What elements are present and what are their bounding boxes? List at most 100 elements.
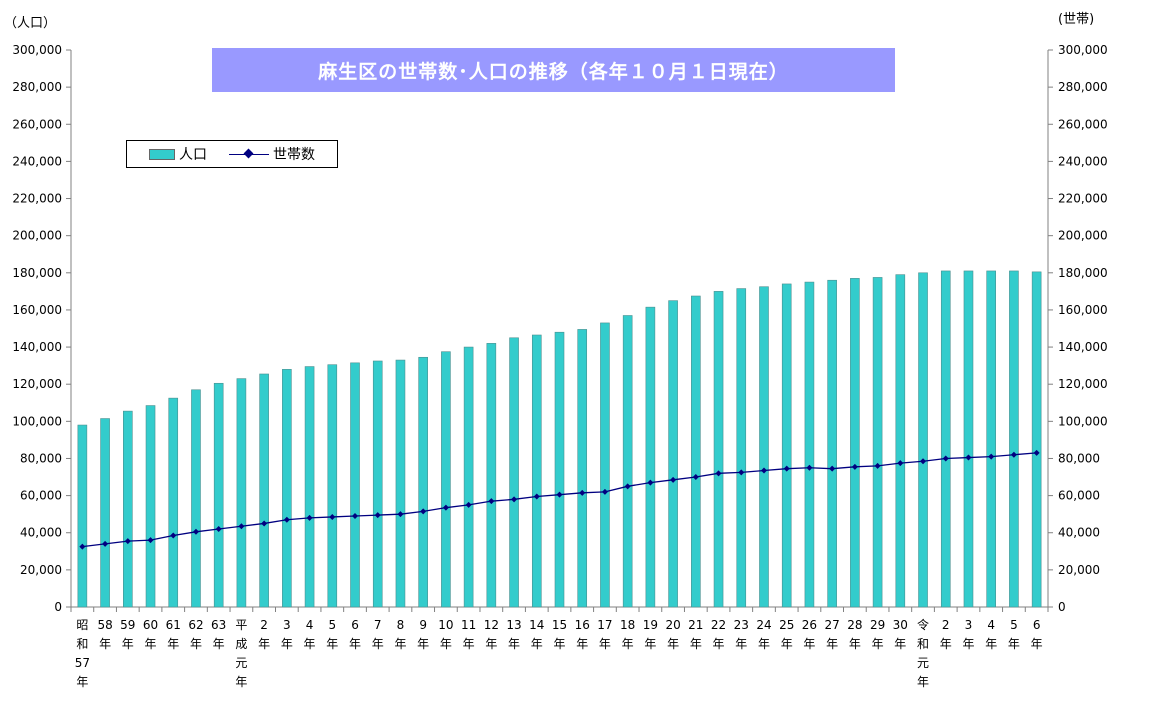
x-tick-label: 年: [872, 637, 884, 651]
population-bar: [259, 373, 269, 608]
x-tick-label: 年: [713, 637, 725, 651]
population-bar: [213, 382, 224, 608]
x-tick-label: 57: [75, 656, 90, 670]
x-tick-label: 年: [826, 637, 838, 651]
population-bar: [486, 343, 497, 608]
households-point: [670, 476, 677, 483]
x-tick-label: 62: [188, 618, 203, 632]
x-tick-label: 年: [940, 637, 952, 651]
households-point: [374, 512, 381, 519]
households-point: [738, 469, 745, 476]
x-tick-label: 年: [1008, 637, 1020, 651]
households-point: [488, 498, 495, 505]
population-bar: [327, 364, 338, 608]
x-tick-label: 年: [644, 637, 656, 651]
x-tick-label: 24: [756, 618, 771, 632]
x-tick-label: 63: [211, 618, 226, 632]
right-y-tick-label: 220,000: [1058, 192, 1108, 206]
households-point: [124, 538, 131, 545]
population-bar: [918, 272, 928, 608]
legend: 人口 世帯数: [126, 140, 338, 168]
right-y-tick-label: 240,000: [1058, 154, 1108, 168]
population-bar: [418, 356, 428, 608]
legend-line-marker-icon: [229, 148, 269, 160]
x-tick-label: 10: [438, 618, 453, 632]
x-tick-label: 60: [143, 618, 158, 632]
x-tick-label: 17: [597, 618, 612, 632]
right-y-tick-label: 0: [1058, 600, 1066, 614]
population-bar: [713, 291, 724, 608]
x-tick-label: 成: [235, 637, 247, 651]
households-point: [556, 491, 563, 498]
left-y-tick-label: 120,000: [12, 377, 62, 391]
x-tick-label: 5: [1010, 618, 1018, 632]
population-bar: [736, 288, 747, 608]
x-tick-label: 11: [461, 618, 476, 632]
x-tick-label: 年: [99, 637, 111, 651]
population-bar: [691, 295, 701, 608]
population-bar: [804, 281, 815, 608]
x-tick-label: 25: [779, 618, 794, 632]
x-tick-label: 59: [120, 618, 135, 632]
x-tick-label: 年: [781, 637, 793, 651]
households-point: [760, 467, 767, 474]
x-tick-label: 年: [122, 637, 134, 651]
x-tick-label: 21: [688, 618, 703, 632]
households-point: [283, 516, 290, 523]
population-bar: [600, 322, 610, 608]
right-y-tick-label: 200,000: [1058, 229, 1108, 243]
households-point: [170, 532, 177, 539]
x-tick-label: 2: [942, 618, 950, 632]
households-point: [579, 489, 586, 496]
x-tick-label: 昭: [76, 618, 88, 632]
households-point: [1033, 449, 1040, 456]
population-bar: [577, 329, 588, 608]
population-bar: [395, 359, 406, 608]
right-y-tick-label: 160,000: [1058, 303, 1108, 317]
x-tick-label: 元: [917, 656, 929, 670]
x-tick-label: 29: [870, 618, 885, 632]
x-tick-label: 年: [508, 637, 520, 651]
legend-item-population: 人口: [149, 144, 207, 164]
population-bar: [781, 283, 792, 608]
population-bar: [645, 306, 656, 608]
households-point: [692, 474, 699, 481]
households-point: [647, 479, 654, 486]
x-tick-label: 元: [235, 656, 247, 670]
right-y-tick-label: 80,000: [1058, 451, 1100, 465]
left-y-tick-label: 220,000: [12, 192, 62, 206]
x-tick-label: 年: [531, 637, 543, 651]
population-bar: [100, 418, 110, 608]
households-point: [783, 465, 790, 472]
x-tick-label: 年: [1031, 637, 1043, 651]
left-y-tick-label: 60,000: [20, 489, 62, 503]
x-tick-label: 22: [711, 618, 726, 632]
left-y-tick-label: 40,000: [20, 526, 62, 540]
households-point: [533, 493, 540, 500]
households-point: [442, 504, 449, 511]
x-tick-label: 年: [553, 637, 565, 651]
households-point: [306, 514, 313, 521]
households-point: [420, 508, 427, 515]
population-bar: [1031, 271, 1042, 608]
x-tick-label: 年: [917, 675, 929, 689]
right-y-tick-label: 280,000: [1058, 80, 1108, 94]
left-y-tick-label: 280,000: [12, 80, 62, 94]
population-bar: [77, 424, 88, 608]
x-tick-label: 28: [847, 618, 862, 632]
x-tick-label: 年: [485, 637, 497, 651]
x-tick-label: 18: [620, 618, 635, 632]
legend-bar-swatch-icon: [149, 148, 175, 160]
households-point: [965, 454, 972, 461]
x-tick-label: 年: [304, 637, 316, 651]
left-y-tick-label: 240,000: [12, 154, 62, 168]
households-point: [465, 501, 472, 508]
x-tick-label: 14: [529, 618, 544, 632]
legend-item-households: 世帯数: [229, 144, 315, 164]
x-tick-label: 年: [145, 637, 157, 651]
households-point: [624, 483, 631, 490]
households-point: [261, 520, 268, 527]
population-bar: [668, 300, 678, 608]
population-bar: [895, 274, 906, 608]
x-tick-label: 23: [734, 618, 749, 632]
